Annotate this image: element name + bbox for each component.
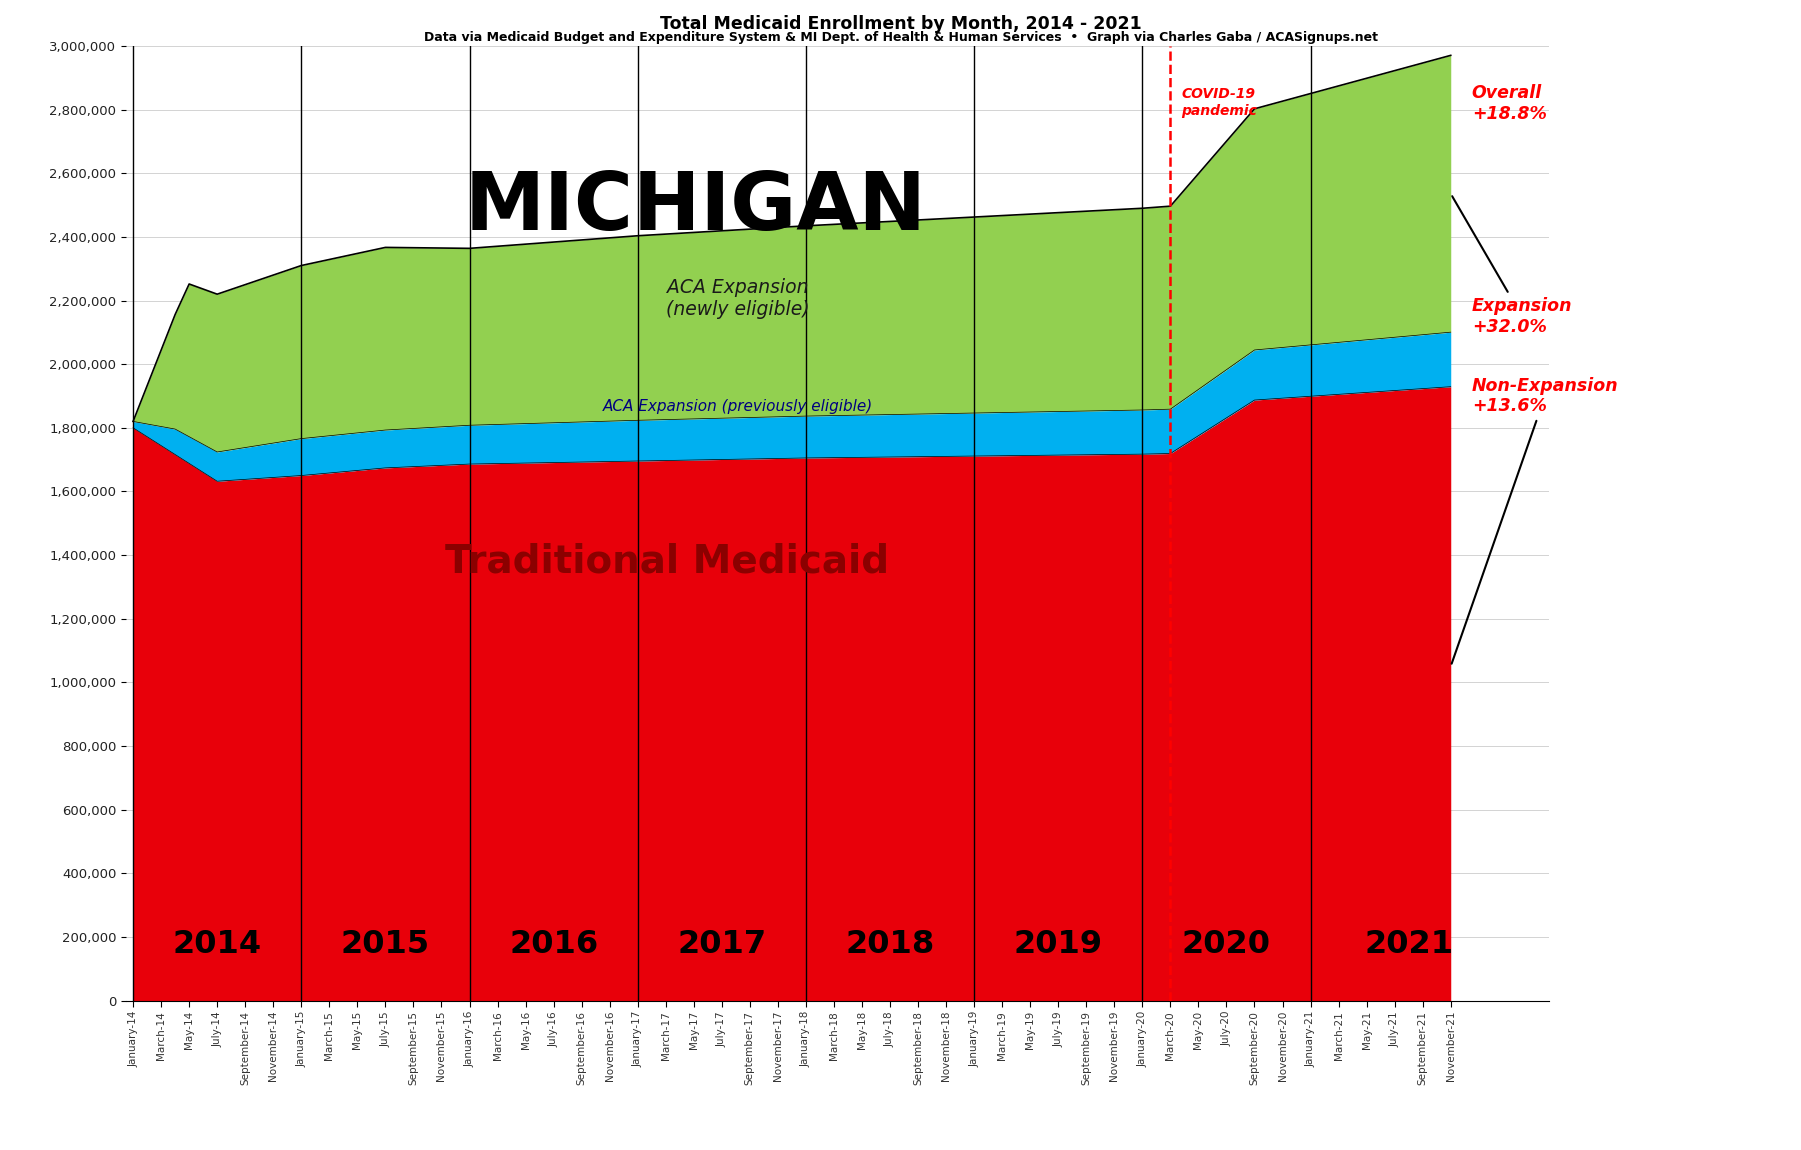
Text: 2021: 2021 [1363,929,1453,960]
Text: ACA Expansion (previously eligible): ACA Expansion (previously eligible) [603,399,873,414]
Text: 2016: 2016 [510,929,598,960]
Text: 2018: 2018 [845,929,935,960]
Text: Data via Medicaid Budget and Expenditure System & MI Dept. of Health & Human Ser: Data via Medicaid Budget and Expenditure… [423,31,1378,44]
Text: 2020: 2020 [1181,929,1272,960]
Text: 2015: 2015 [340,929,430,960]
Text: ACA Expansion
(newly eligible): ACA Expansion (newly eligible) [666,278,810,320]
Text: 2014: 2014 [173,929,261,960]
Text: Non-Expansion
+13.6%: Non-Expansion +13.6% [1452,376,1619,664]
Text: Overall
+18.8%: Overall +18.8% [1471,84,1547,123]
Text: Expansion
+32.0%: Expansion +32.0% [1452,197,1572,336]
Text: MICHIGAN: MICHIGAN [465,169,926,247]
Text: Total Medicaid Enrollment by Month, 2014 - 2021: Total Medicaid Enrollment by Month, 2014… [659,15,1142,33]
Text: COVID-19
pandemic: COVID-19 pandemic [1181,87,1257,117]
Text: 2019: 2019 [1014,929,1102,960]
Text: 2017: 2017 [677,929,767,960]
Text: Traditional Medicaid: Traditional Medicaid [445,543,888,581]
